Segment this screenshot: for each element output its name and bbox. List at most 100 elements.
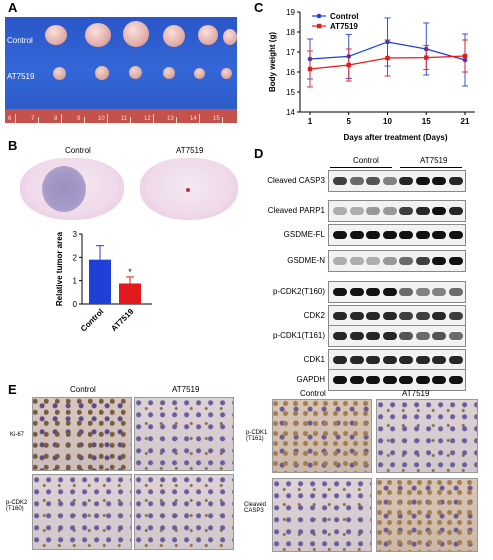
blot-band [382, 288, 397, 296]
x-tick-label: 5 [347, 117, 352, 126]
blot-band [366, 376, 380, 384]
tumor-control-5 [198, 25, 218, 45]
blot-band [415, 288, 430, 296]
blot-band [415, 231, 430, 239]
blot-label: CDK2 [303, 311, 325, 320]
blot-band [333, 257, 347, 265]
ruler: 6 7 8 9 10 11 12 13 14 15 [5, 109, 237, 123]
ihc-image-ki67-control [32, 397, 132, 471]
y-tick-label: 1 [73, 277, 78, 286]
blot-band [382, 312, 397, 320]
blot-label: GAPDH [296, 375, 325, 384]
blot-label: GSDME-N [287, 256, 325, 265]
legend-marker [317, 23, 322, 29]
blot-band [366, 332, 380, 340]
blot-band [399, 376, 413, 384]
blot-band [366, 177, 380, 185]
blot-strip [328, 170, 466, 192]
blot-band [432, 312, 446, 320]
blot-band [382, 207, 397, 215]
x-tick-label: AT7519 [109, 307, 135, 333]
x-tick-label: 1 [308, 117, 313, 126]
panel-label-c: C [254, 0, 264, 15]
group-label-control: Control [353, 156, 379, 165]
blot-band [399, 356, 413, 364]
y-tick-label: 0 [73, 300, 78, 309]
blot-band [399, 257, 413, 265]
y-tick-label: 19 [286, 8, 295, 17]
blot-band [349, 257, 364, 265]
x-tick-label: 10 [383, 117, 392, 126]
blot-band [415, 177, 430, 185]
blot-band [366, 312, 380, 320]
ihc-image-pcdk2-at7519 [134, 474, 234, 550]
blot-band [448, 177, 463, 185]
blot-band [366, 207, 380, 215]
blot-band [399, 207, 413, 215]
ihc-row-label-ki67: Ki-67 [10, 432, 25, 438]
blot-band [415, 207, 430, 215]
bar-at7519 [119, 283, 141, 304]
blot-strip [328, 305, 466, 327]
blot-band [415, 312, 430, 320]
blot-band [448, 231, 463, 239]
legend-label: AT7519 [330, 22, 358, 31]
blot-label: p-CDK1(T161) [272, 331, 325, 340]
tumor-at7519-1 [53, 67, 66, 80]
legend-label: Control [330, 12, 358, 21]
ruler-number: 15 [213, 116, 220, 122]
ihc-image-casp3-control [272, 478, 372, 552]
blot-band [432, 207, 446, 215]
blot-label: CDK1 [303, 355, 325, 364]
blot-band [349, 312, 364, 320]
blot-band [333, 356, 347, 364]
ruler-number: 7 [31, 116, 35, 122]
y-tick-label: 16 [286, 68, 295, 77]
panel-label-b: B [8, 138, 18, 153]
blot-band [415, 332, 430, 340]
blot-band [366, 356, 380, 364]
tumor-control-1 [45, 25, 67, 45]
group-underline-control [330, 167, 392, 168]
blot-band [382, 231, 397, 239]
x-tick-label: 21 [461, 117, 470, 126]
blot-strip [328, 349, 466, 371]
y-tick-label: 17 [286, 48, 295, 57]
blot-band [448, 356, 463, 364]
blot-band [382, 332, 397, 340]
blot-band [432, 376, 446, 384]
blot-band [349, 288, 364, 296]
brain-label-at7519: AT7519 [176, 146, 204, 155]
blot-band [349, 356, 364, 364]
brain-section-at7519 [140, 158, 238, 220]
panel-label-e: E [8, 382, 17, 397]
blot-band [333, 177, 347, 185]
y-tick-label: 2 [73, 253, 78, 262]
row-label-control: Control [7, 36, 33, 45]
blot-band [349, 376, 364, 384]
group-underline-at7519 [400, 167, 462, 168]
blot-band [333, 207, 347, 215]
tumor-area-bar-chart: 0 1 2 3 Relative tumor area Control AT7519 * [55, 230, 152, 334]
blot-band [399, 231, 413, 239]
y-axis-label: Relative tumor area [55, 231, 64, 306]
ihc-row-label-cleaved-casp3: Cleaved CASP3 [244, 502, 267, 514]
y-tick-label: 18 [286, 28, 295, 37]
ruler-number: 10 [98, 116, 105, 122]
blot-band [432, 356, 446, 364]
brain-section-control [20, 158, 124, 220]
blot-band [366, 231, 380, 239]
data-point [385, 55, 390, 61]
tumor-at7519-2 [95, 66, 109, 80]
blot-strip [328, 369, 466, 391]
ihc-right-col-at7519: AT7519 [402, 389, 430, 398]
blot-band [432, 177, 446, 185]
blot-band [432, 332, 446, 340]
y-tick-label: 3 [73, 230, 78, 239]
panel-label-d: D [254, 146, 264, 161]
blot-band [333, 332, 347, 340]
blot-band [366, 288, 380, 296]
tumor-at7519-4 [163, 67, 175, 79]
tumor-at7519-5 [194, 68, 205, 79]
